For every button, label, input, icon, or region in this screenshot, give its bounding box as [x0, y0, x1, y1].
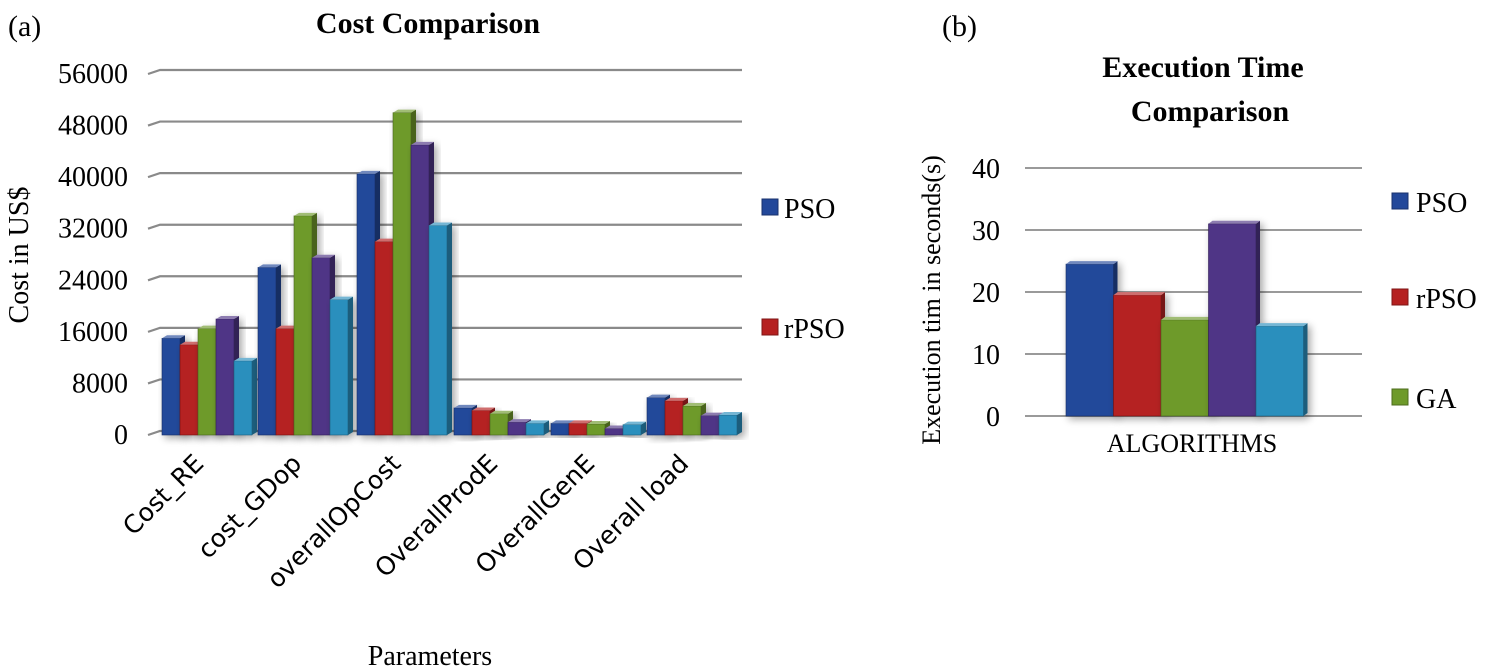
panel-a-gridline	[147, 275, 742, 282]
panel-b-y-axis-label: Execution tim in seconds(s)	[917, 155, 946, 445]
panel-b-y-ticks: 0 10 20 30 40	[972, 154, 1000, 433]
panel-a-gridline	[147, 223, 742, 230]
panel-a: (a) Cost Comparison Cost in US$ Paramete…	[4, 7, 845, 672]
panel-a-x-tick-label: Cost_RE	[117, 449, 209, 541]
panel-b-bar	[1113, 292, 1165, 417]
panel-a-legend-swatch	[761, 318, 779, 336]
panel-a-y-tick-label: 16000	[58, 317, 128, 348]
panel-b-legend: PSO rPSO GA	[1391, 188, 1477, 415]
panel-b-legend-swatch	[1391, 192, 1409, 210]
panel-a-bar	[233, 357, 257, 436]
panel-a-bar	[718, 412, 742, 436]
panel-b-y-tick-label: 30	[972, 216, 1000, 247]
panel-a-title: Cost Comparison	[316, 7, 540, 40]
panel-a-gridline	[147, 172, 742, 179]
panel-b-title-line1: Execution Time	[1102, 51, 1303, 84]
panel-a-y-tick-label: 8000	[72, 368, 128, 399]
panel-b-legend-label: GA	[1416, 384, 1457, 415]
panel-b-bar	[1160, 316, 1213, 417]
panel-b-label: (b)	[942, 10, 977, 43]
panel-a-bars	[161, 109, 742, 436]
panel-b-legend-label: rPSO	[1416, 284, 1477, 315]
panel-a-bar	[622, 421, 646, 436]
panel-b-bars	[1065, 220, 1308, 417]
panel-a-y-tick-label: 40000	[58, 162, 128, 193]
panel-b-y-tick-label: 10	[972, 340, 1000, 371]
panel-a-gridlines	[147, 68, 742, 437]
panel-a-legend: PSO rPSO	[761, 194, 845, 345]
panel-b-y-tick-label: 0	[986, 402, 1000, 433]
panel-b-y-tick-label: 40	[972, 154, 1000, 185]
panel-b-y-tick-label: 20	[972, 278, 1000, 309]
panel-a-gridline	[147, 120, 742, 127]
panel-b-x-axis-label: ALGORITHMS	[1107, 429, 1277, 458]
panel-b-bar	[1255, 323, 1308, 417]
panel-a-gridline	[147, 326, 742, 333]
panel-a-gridline	[147, 378, 742, 385]
panel-a-y-tick-label: 32000	[58, 214, 128, 245]
panel-a-y-ticks: 0 8000 16000 24000 32000 40000 48000 56000	[58, 59, 128, 451]
panel-a-bar	[329, 296, 353, 436]
panel-b-bar	[1208, 220, 1260, 417]
panel-b-bar	[1065, 261, 1118, 417]
panel-b-legend-swatch	[1391, 288, 1409, 306]
panel-a-x-ticks: Cost_REcost_GDopoverallOpCostOverallProd…	[117, 449, 694, 594]
panel-a-legend-label: rPSO	[784, 314, 845, 345]
panel-a-y-axis-label: Cost in US$	[4, 187, 35, 324]
panel-a-legend-label: PSO	[784, 194, 835, 225]
panel-b-legend-label: PSO	[1416, 188, 1467, 219]
panel-a-y-tick-label: 48000	[58, 111, 128, 142]
panel-a-x-axis-label: Parameters	[368, 641, 492, 672]
panel-a-label: (a)	[8, 10, 41, 43]
panel-a-y-tick-label: 56000	[58, 59, 128, 90]
panel-b-legend-swatch	[1391, 388, 1409, 406]
panel-a-gridline	[147, 68, 742, 76]
panel-a-y-tick-label: 0	[114, 420, 128, 451]
panel-a-bar	[525, 420, 549, 436]
panel-b-title-line2: Comparison	[1131, 95, 1290, 128]
panel-a-legend-swatch	[761, 198, 779, 216]
panel-a-bar	[428, 222, 452, 436]
panel-b: (b) Execution Time Comparison Execution …	[917, 10, 1477, 458]
panel-a-y-tick-label: 24000	[58, 265, 128, 296]
